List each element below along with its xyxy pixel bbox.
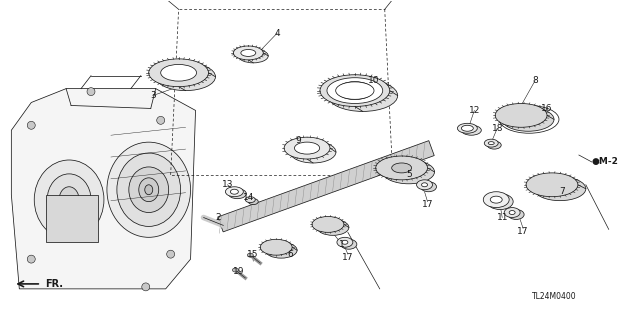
Ellipse shape — [230, 189, 238, 194]
Text: TL24M0400: TL24M0400 — [532, 292, 576, 301]
Text: 3: 3 — [150, 91, 156, 100]
Ellipse shape — [166, 250, 175, 258]
Ellipse shape — [161, 64, 196, 81]
Ellipse shape — [260, 239, 292, 255]
Ellipse shape — [234, 46, 263, 60]
Ellipse shape — [420, 182, 436, 192]
Ellipse shape — [487, 194, 513, 210]
Text: 19: 19 — [232, 266, 244, 276]
Ellipse shape — [47, 174, 91, 226]
Ellipse shape — [290, 140, 324, 156]
Ellipse shape — [508, 210, 524, 219]
Text: 7: 7 — [559, 187, 565, 196]
Ellipse shape — [327, 78, 383, 103]
Ellipse shape — [504, 208, 520, 218]
Ellipse shape — [107, 142, 191, 237]
Text: FR.: FR. — [45, 279, 63, 289]
Ellipse shape — [328, 80, 397, 111]
Text: ●M-2: ●M-2 — [592, 158, 619, 167]
Ellipse shape — [509, 211, 515, 214]
Text: 17: 17 — [342, 253, 354, 262]
Polygon shape — [12, 89, 196, 289]
Ellipse shape — [290, 141, 336, 163]
Ellipse shape — [502, 108, 554, 131]
Ellipse shape — [117, 153, 180, 226]
Text: 10: 10 — [368, 76, 380, 85]
Bar — [46, 195, 98, 242]
Ellipse shape — [59, 187, 79, 212]
Ellipse shape — [239, 49, 257, 57]
Ellipse shape — [145, 185, 153, 195]
Ellipse shape — [157, 116, 164, 124]
Ellipse shape — [422, 183, 428, 187]
Ellipse shape — [142, 283, 150, 291]
Ellipse shape — [232, 268, 238, 272]
Ellipse shape — [483, 192, 509, 208]
Text: 4: 4 — [275, 29, 280, 38]
Ellipse shape — [317, 219, 349, 235]
Text: 2: 2 — [216, 213, 221, 222]
Ellipse shape — [241, 49, 256, 56]
Ellipse shape — [488, 142, 494, 145]
Text: 1: 1 — [339, 240, 345, 249]
Ellipse shape — [320, 75, 390, 107]
Polygon shape — [218, 141, 434, 232]
Ellipse shape — [296, 143, 318, 153]
Ellipse shape — [337, 237, 353, 247]
Text: 8: 8 — [532, 76, 538, 85]
Ellipse shape — [35, 160, 104, 239]
Ellipse shape — [248, 199, 259, 204]
Ellipse shape — [312, 217, 344, 232]
Ellipse shape — [484, 139, 498, 147]
Text: 16: 16 — [541, 104, 553, 113]
Ellipse shape — [225, 187, 243, 197]
Ellipse shape — [228, 189, 246, 199]
Text: 6: 6 — [287, 250, 293, 259]
Text: 13: 13 — [221, 180, 233, 189]
Text: 15: 15 — [246, 250, 258, 259]
Ellipse shape — [336, 82, 374, 99]
Text: 17: 17 — [422, 200, 433, 209]
Ellipse shape — [383, 160, 435, 184]
Ellipse shape — [490, 196, 502, 203]
Ellipse shape — [495, 103, 547, 127]
Ellipse shape — [392, 163, 412, 173]
Ellipse shape — [341, 239, 357, 249]
Ellipse shape — [284, 137, 330, 159]
Text: 5: 5 — [407, 170, 413, 179]
Ellipse shape — [461, 125, 481, 135]
Ellipse shape — [247, 253, 253, 257]
Text: 9: 9 — [295, 136, 301, 145]
Ellipse shape — [156, 63, 216, 91]
Ellipse shape — [28, 255, 35, 263]
Ellipse shape — [487, 141, 501, 149]
Ellipse shape — [526, 173, 578, 197]
Ellipse shape — [129, 167, 169, 212]
Text: 18: 18 — [492, 124, 503, 133]
Ellipse shape — [245, 197, 255, 203]
Ellipse shape — [376, 156, 428, 180]
Ellipse shape — [28, 121, 35, 129]
Ellipse shape — [148, 59, 209, 87]
Ellipse shape — [294, 142, 319, 154]
Ellipse shape — [265, 242, 297, 258]
Ellipse shape — [458, 123, 477, 133]
Ellipse shape — [461, 125, 474, 131]
Ellipse shape — [238, 49, 268, 63]
Ellipse shape — [87, 88, 95, 96]
Text: 11: 11 — [497, 213, 508, 222]
Text: 17: 17 — [517, 227, 529, 236]
Text: 14: 14 — [243, 193, 254, 202]
Text: 12: 12 — [468, 106, 480, 115]
Ellipse shape — [417, 180, 433, 190]
Ellipse shape — [342, 240, 348, 244]
Ellipse shape — [337, 82, 372, 100]
Ellipse shape — [534, 177, 586, 201]
Ellipse shape — [139, 178, 159, 202]
